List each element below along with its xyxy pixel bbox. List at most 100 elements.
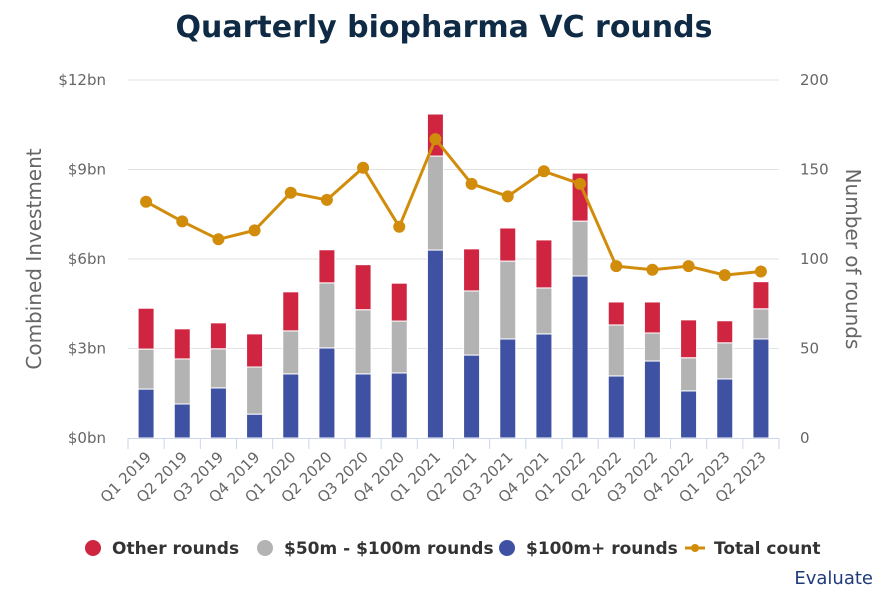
bar-100m-rounds [137, 388, 155, 439]
total-count-point [501, 190, 514, 203]
bar-50m-100m-rounds [173, 358, 191, 405]
bar-50m-100m-rounds [680, 357, 698, 392]
bar-50m-100m-rounds [607, 324, 625, 377]
legend-item-label: $100m+ rounds [526, 539, 678, 559]
total-count-point [718, 269, 731, 282]
y-tick-label: $9bn [68, 161, 106, 179]
total-count-point [212, 233, 225, 246]
bar-other-rounds [752, 281, 770, 310]
bar-50m-100m-rounds [571, 220, 589, 277]
total-count-line [140, 133, 767, 282]
bar-other-rounds [137, 307, 155, 350]
bar-other-rounds [246, 333, 264, 368]
bar-other-rounds [390, 282, 408, 322]
legend-marker-icon [499, 540, 515, 556]
bar-50m-100m-rounds [426, 155, 444, 251]
bar-100m-rounds [390, 372, 408, 439]
bar-other-rounds [463, 248, 481, 292]
bar-50m-100m-rounds [499, 260, 517, 340]
y2-tick-label: 200 [800, 71, 829, 89]
y-axis-title: Combined Investment [22, 148, 46, 369]
total-count-point [284, 186, 297, 199]
bar-50m-100m-rounds [354, 309, 372, 375]
bar-100m-rounds [282, 373, 300, 439]
legend-marker-icon [85, 540, 101, 556]
bar-100m-rounds [535, 333, 553, 439]
y-tick-label: $12bn [58, 71, 106, 89]
source-label: Evaluate [794, 568, 873, 589]
bar-100m-rounds [209, 387, 227, 439]
bar-other-rounds [354, 264, 372, 311]
bar-100m-rounds [752, 338, 770, 439]
total-count-point [646, 263, 659, 276]
bar-50m-100m-rounds [137, 348, 155, 390]
bar-100m-rounds [173, 403, 191, 439]
bar-other-rounds [209, 322, 227, 350]
y2-axis-title: Number of rounds [841, 169, 865, 350]
bar-100m-rounds [643, 360, 661, 439]
y2-tick-label: 150 [800, 161, 829, 179]
bar-50m-100m-rounds [246, 366, 264, 415]
bar-50m-100m-rounds [209, 348, 227, 389]
total-count-point [176, 215, 189, 228]
y2-tick-label: 50 [800, 340, 819, 358]
bar-100m-rounds [318, 347, 336, 439]
bar-other-rounds [680, 319, 698, 359]
gridlines [128, 79, 779, 349]
bar-100m-rounds [680, 390, 698, 439]
total-count-point [320, 193, 333, 206]
y2-tick-label: 100 [800, 250, 829, 268]
legend-item-label: Total count [714, 539, 820, 559]
legend: Other rounds $50m - $100m rounds $100m+ ro… [85, 539, 820, 559]
y-tick-label: $0bn [68, 429, 106, 447]
legend-item-label: $50m - $100m rounds [284, 539, 494, 559]
bar-100m-rounds [499, 338, 517, 439]
bar-other-rounds [716, 320, 734, 344]
total-count-polyline [145, 137, 762, 277]
total-count-point [393, 220, 406, 233]
chart-title: Quarterly biopharma VC rounds [176, 10, 713, 45]
bar-other-rounds [173, 328, 191, 360]
y-tick-label: $6bn [68, 250, 106, 268]
total-count-point [682, 260, 695, 273]
bar-other-rounds [318, 249, 336, 284]
bar-100m-rounds [426, 249, 444, 439]
bar-50m-100m-rounds [282, 330, 300, 375]
total-count-point [465, 177, 478, 190]
legend-marker-icon [257, 540, 273, 556]
bar-100m-rounds [607, 375, 625, 439]
total-count-point [537, 165, 550, 178]
bar-100m-rounds [354, 373, 372, 439]
bar-100m-rounds [246, 413, 264, 439]
y2-tick-label: 0 [800, 429, 810, 447]
y-axis-right: 0 50 100 150 200 [800, 71, 829, 447]
y-tick-label: $3bn [68, 340, 106, 358]
bar-50m-100m-rounds [535, 287, 553, 335]
bar-50m-100m-rounds [318, 282, 336, 349]
total-count-point [140, 195, 153, 208]
bar-100m-rounds [571, 275, 589, 439]
total-count-point [248, 224, 261, 237]
legend-marker-icon [691, 544, 699, 552]
bar-50m-100m-rounds [390, 320, 408, 374]
total-count-point [429, 133, 442, 146]
y-axis-left: $0bn $3bn $6bn $9bn $12bn [58, 71, 106, 447]
bar-other-rounds [282, 291, 300, 332]
bar-50m-100m-rounds [752, 308, 770, 340]
bar-other-rounds [535, 239, 553, 289]
bar-50m-100m-rounds [463, 290, 481, 356]
total-count-point [574, 177, 587, 190]
bar-50m-100m-rounds [643, 332, 661, 362]
bar-100m-rounds [716, 378, 734, 439]
total-count-point [610, 260, 623, 273]
legend-item-label: Other rounds [112, 539, 239, 559]
bar-50m-100m-rounds [716, 342, 734, 380]
total-count-point [357, 161, 370, 174]
bar-other-rounds [607, 301, 625, 326]
total-count-point [754, 265, 767, 278]
bar-other-rounds [643, 301, 661, 334]
bar-100m-rounds [463, 354, 481, 439]
bar-other-rounds [499, 227, 517, 262]
